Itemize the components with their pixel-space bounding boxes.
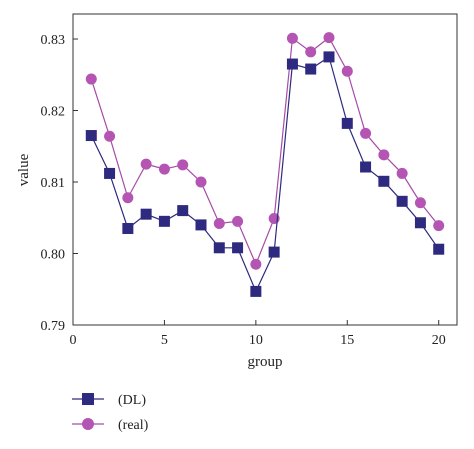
plot-frame (72, 13, 458, 326)
x-axis-title: group (248, 354, 283, 370)
dl-point (396, 195, 408, 207)
dl-point (85, 130, 97, 142)
dl-point (195, 219, 207, 231)
legend-dl-marker (82, 393, 94, 405)
dl-point (378, 175, 390, 187)
dl-point (232, 242, 244, 254)
x-tick-label: 10 (249, 333, 263, 348)
y-tick-label: 0.82 (41, 105, 66, 120)
dl-point (104, 167, 116, 179)
dl-point (360, 161, 372, 173)
dl-point (158, 215, 170, 227)
real-point (305, 46, 317, 58)
legend-dl-label: (DL) (118, 393, 146, 408)
dl-point (268, 246, 280, 258)
x-tick-label: 15 (340, 333, 354, 348)
real-point (177, 159, 189, 171)
legend: (DL) (real) (72, 393, 149, 433)
legend-real-label: (real) (118, 418, 149, 433)
dl-point (341, 117, 353, 129)
y-axis-title: value (16, 153, 32, 186)
x-tick-label: 5 (161, 333, 168, 348)
dl-point (433, 243, 445, 255)
y-tick-label: 0.83 (41, 33, 66, 48)
legend-real-marker (82, 418, 94, 430)
real-point (122, 192, 134, 204)
x-tick-label: 20 (432, 333, 446, 348)
real-point (232, 215, 244, 227)
x-tick-label: 0 (70, 333, 77, 348)
real-point (323, 32, 335, 44)
y-tick-label: 0.79 (41, 319, 66, 334)
dl-point (305, 63, 317, 75)
dl-point (414, 217, 426, 229)
real-point (414, 197, 426, 209)
dl-point (122, 222, 134, 234)
dl-point (323, 51, 335, 63)
real-point (85, 73, 97, 85)
dl-point (177, 205, 189, 217)
y-tick-label: 0.80 (41, 248, 66, 263)
axis-ticks: 0 5 10 15 20 0.79 0.80 0.81 0.82 0.83 (41, 33, 446, 348)
dl-point (213, 242, 225, 254)
real-point (195, 176, 207, 188)
y-tick-label: 0.81 (41, 176, 66, 191)
real-point (104, 130, 116, 142)
real-point (360, 127, 372, 139)
real-point (250, 258, 262, 270)
dl-point (140, 208, 152, 220)
series-line-dl (90, 55, 440, 293)
real-point (158, 163, 170, 175)
dl-point (286, 58, 298, 70)
dl-point (250, 285, 262, 297)
real-point (433, 220, 445, 232)
real-point (378, 149, 390, 161)
real-point (213, 217, 225, 229)
series-layer (85, 32, 445, 297)
real-point (286, 32, 298, 44)
real-point (396, 167, 408, 179)
real-point (140, 158, 152, 170)
real-point (341, 65, 353, 77)
